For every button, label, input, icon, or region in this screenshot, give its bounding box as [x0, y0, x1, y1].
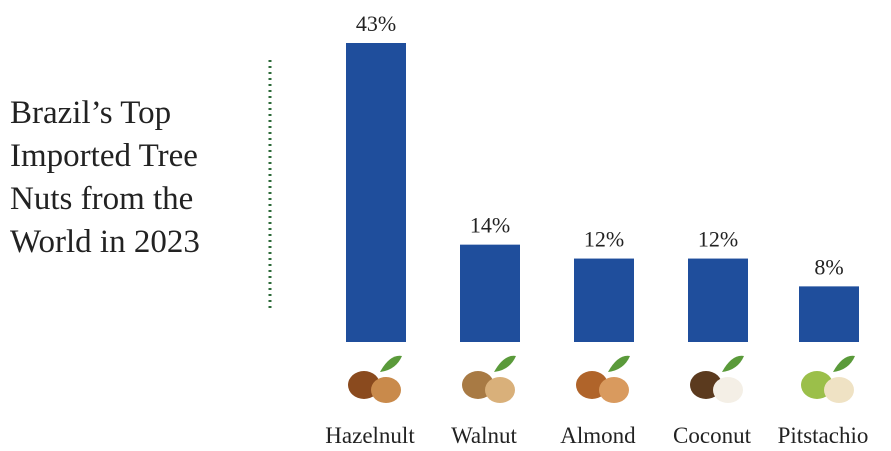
bar	[574, 258, 634, 342]
nut-icon	[713, 377, 743, 403]
nut-icon	[371, 377, 401, 403]
bar	[460, 244, 520, 342]
leaf-icon	[608, 355, 630, 372]
bar	[688, 258, 748, 342]
nut-icon	[599, 377, 629, 403]
x-tick-label: Coconut	[673, 423, 752, 448]
leaf-icon	[722, 355, 744, 372]
value-label: 12%	[698, 227, 738, 252]
value-label: 12%	[584, 227, 624, 252]
bar	[799, 286, 859, 342]
leaf-icon	[833, 355, 855, 372]
leaf-icon	[380, 355, 402, 372]
nut-icon	[824, 377, 854, 403]
x-tick-label: Almond	[560, 423, 636, 448]
value-label: 43%	[356, 11, 396, 36]
nut-icon	[485, 377, 515, 403]
x-tick-label: Pitstachio	[778, 423, 869, 448]
leaf-icon	[494, 355, 516, 372]
x-tick-label: Hazelnult	[325, 423, 415, 448]
bar	[346, 43, 406, 342]
x-tick-label: Walnut	[451, 423, 517, 448]
value-label: 8%	[814, 254, 843, 279]
value-label: 14%	[470, 213, 510, 238]
chart-title: Brazil’s Top Imported Tree Nuts from the…	[10, 95, 200, 260]
